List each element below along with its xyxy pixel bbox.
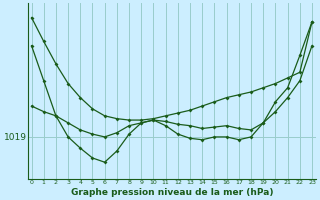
X-axis label: Graphe pression niveau de la mer (hPa): Graphe pression niveau de la mer (hPa) (70, 188, 273, 197)
